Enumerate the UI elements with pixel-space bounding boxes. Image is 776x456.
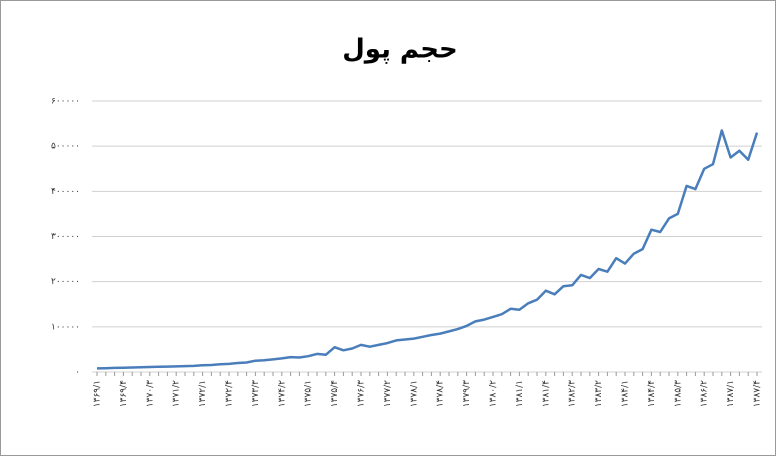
x-tick-label: ۱۳۸۱/۱ — [515, 380, 525, 407]
chart-title: حجم پول — [342, 35, 458, 65]
y-tick-label: ۳۰۰۰۰۰ — [51, 232, 80, 242]
y-tick-label: ۰ — [75, 368, 80, 378]
x-tick-label: ۱۳۶۹/۱ — [93, 380, 103, 407]
x-tick-label: ۱۳۸۱/۴ — [541, 380, 551, 407]
x-tick-label: ۱۳۷۲/۱ — [198, 380, 208, 407]
x-tick-label: ۱۳۷۸/۴ — [436, 380, 446, 407]
x-tick-label: ۱۳۸۶/۲ — [700, 380, 710, 407]
x-tick-label: ۱۳۷۳/۳ — [251, 380, 261, 407]
x-tick-label: ۱۳۷۶/۳ — [357, 380, 367, 407]
y-tick-label: ۱۰۰۰۰۰ — [51, 322, 80, 332]
x-tick-label: ۱۳۶۹/۴ — [119, 380, 129, 407]
x-tick-label: ۱۳۷۴/۲ — [277, 380, 287, 407]
y-tick-label: ۵۰۰۰۰۰ — [51, 142, 80, 152]
x-tick-label: ۱۳۸۷/۴ — [753, 380, 763, 407]
x-tick-label: ۱۳۷۰/۳ — [145, 380, 155, 407]
y-tick-label: ۶۰۰۰۰۰ — [51, 97, 80, 107]
x-tick-label: ۱۳۷۵/۱ — [304, 380, 314, 407]
x-tick-label: ۱۳۷۸/۱ — [409, 380, 419, 407]
data-line — [96, 129, 759, 370]
y-tick-label: ۴۰۰۰۰۰ — [51, 187, 80, 197]
y-tick-label: ۲۰۰۰۰۰ — [51, 277, 80, 287]
x-tick-label: ۱۳۸۴/۴ — [647, 380, 657, 407]
x-tick-label: ۱۳۸۳/۲ — [594, 380, 604, 407]
x-tick-label: ۱۳۸۴/۱ — [621, 380, 631, 407]
x-tick-label: ۱۳۷۲/۴ — [225, 380, 235, 407]
x-tick-label: ۱۳۷۱/۲ — [172, 380, 182, 407]
x-tick-label: ۱۳۸۲/۳ — [568, 380, 578, 407]
x-tick-label: ۱۳۸۰/۲ — [489, 380, 499, 407]
x-tick-label: ۱۳۷۵/۴ — [330, 380, 340, 407]
x-tick-label: ۱۳۷۷/۲ — [383, 380, 393, 407]
x-tick-label: ۱۳۷۹/۳ — [462, 380, 472, 407]
x-tick-label: ۱۳۸۵/۳ — [673, 380, 683, 407]
x-tick-label: ۱۳۸۷/۱ — [726, 380, 736, 407]
